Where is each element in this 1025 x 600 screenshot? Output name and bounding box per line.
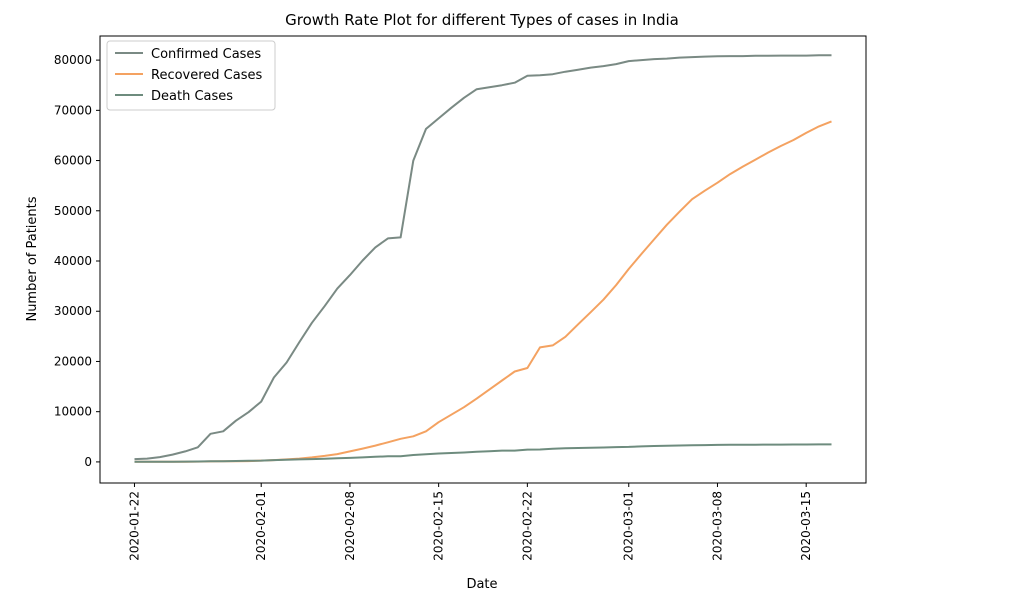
y-tick-label: 70000 [54,103,92,117]
legend: Confirmed Cases Recovered Cases Death Case… [106,40,276,111]
x-tick-label: 2020-02-15 [432,491,446,561]
y-tick-label: 20000 [54,354,92,368]
y-tick-label: 0 [84,455,92,469]
x-tick-label: 2020-01-22 [127,491,141,561]
series-lines [134,54,832,463]
plot-frame [99,35,867,484]
x-tick-label: 2020-02-22 [520,491,534,561]
legend-label: Recovered Cases [151,68,262,83]
series-line-death-cases [134,443,832,463]
y-axis: 0 10000 20000 30000 40000 50000 60000 70000 8000… [54,53,100,469]
y-tick-label: 40000 [54,254,92,268]
y-tick-label: 10000 [54,405,92,419]
x-axis: 2020-01-22 2020-02-01 2020-02-08 2020-02-15… [127,483,813,561]
series-line-confirmed-cases [134,54,832,461]
legend-box [106,40,276,111]
series-line-recovered-cases [134,120,832,463]
legend-label: Confirmed Cases [151,47,261,62]
y-tick-label: 80000 [54,53,92,67]
x-tick-label: 2020-02-08 [343,491,357,561]
y-tick-label: 30000 [54,304,92,318]
chart-title: Growth Rate Plot for different Types of … [285,11,679,29]
x-axis-label: Date [466,577,497,592]
y-axis-label: Number of Patients [25,196,40,321]
x-tick-label: 2020-02-01 [254,491,268,561]
legend-label: Death Cases [151,89,233,104]
y-tick-label: 50000 [54,204,92,218]
x-tick-label: 2020-03-08 [710,491,724,561]
x-tick-label: 2020-03-15 [799,491,813,561]
y-tick-label: 60000 [54,154,92,168]
x-tick-label: 2020-03-01 [622,491,636,561]
